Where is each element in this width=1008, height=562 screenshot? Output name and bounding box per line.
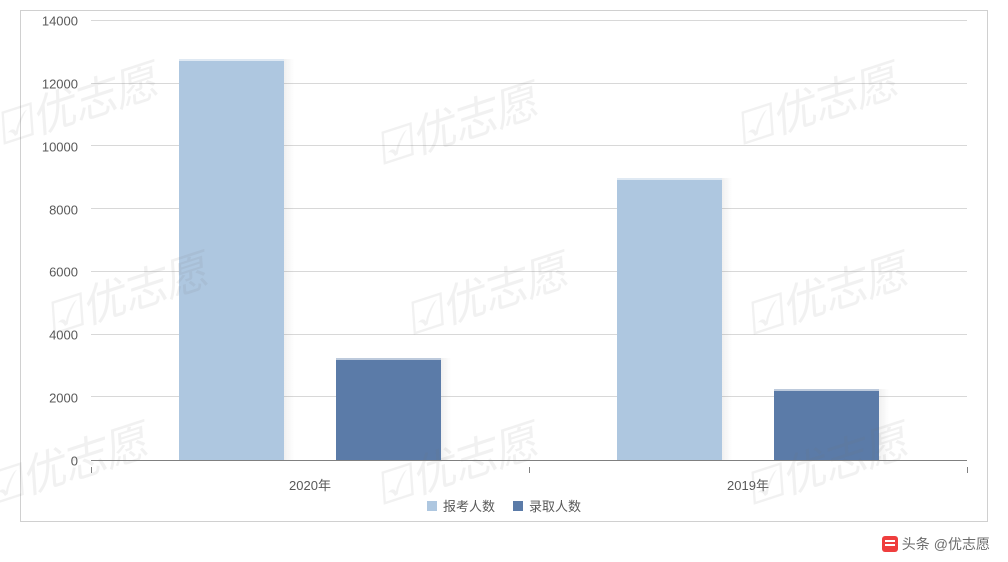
x-tick-label: 2019年 xyxy=(727,475,769,494)
y-tick-label: 4000 xyxy=(49,328,78,343)
attribution-prefix: 头条 xyxy=(902,534,930,554)
y-tick-label: 10000 xyxy=(42,139,78,154)
bar-shadow xyxy=(441,358,451,460)
chart-container: 02000400060008000100001200014000 2020年20… xyxy=(20,10,988,522)
legend-label-admitted: 录取人数 xyxy=(529,496,581,515)
bar xyxy=(336,358,441,460)
legend: 报考人数 录取人数 xyxy=(21,496,987,515)
bar-shadow xyxy=(879,389,889,460)
x-tick-label: 2020年 xyxy=(289,475,331,494)
y-tick-label: 6000 xyxy=(49,265,78,280)
bar xyxy=(774,389,879,460)
toutiao-icon xyxy=(882,536,898,552)
bar xyxy=(617,178,722,460)
y-tick-label: 12000 xyxy=(42,76,78,91)
x-tick xyxy=(529,467,530,473)
legend-item-admitted: 录取人数 xyxy=(513,496,581,515)
x-tick xyxy=(91,467,92,473)
x-axis: 2020年2019年 xyxy=(91,467,967,487)
y-tick-label: 14000 xyxy=(42,14,78,29)
plot-area xyxy=(91,21,967,461)
bar-shadow xyxy=(284,59,294,460)
y-axis: 02000400060008000100001200014000 xyxy=(21,21,86,461)
bar xyxy=(179,59,284,460)
legend-swatch-admitted xyxy=(513,501,523,511)
y-tick-label: 2000 xyxy=(49,391,78,406)
legend-swatch-applicants xyxy=(427,501,437,511)
legend-item-applicants: 报考人数 xyxy=(427,496,495,515)
x-tick xyxy=(967,467,968,473)
attribution: 头条 @优志愿 xyxy=(882,534,990,554)
y-tick-label: 0 xyxy=(71,454,78,469)
attribution-handle: @优志愿 xyxy=(934,534,990,554)
legend-label-applicants: 报考人数 xyxy=(443,496,495,515)
bar-shadow xyxy=(722,178,732,460)
bars-layer xyxy=(91,21,967,460)
y-tick-label: 8000 xyxy=(49,202,78,217)
